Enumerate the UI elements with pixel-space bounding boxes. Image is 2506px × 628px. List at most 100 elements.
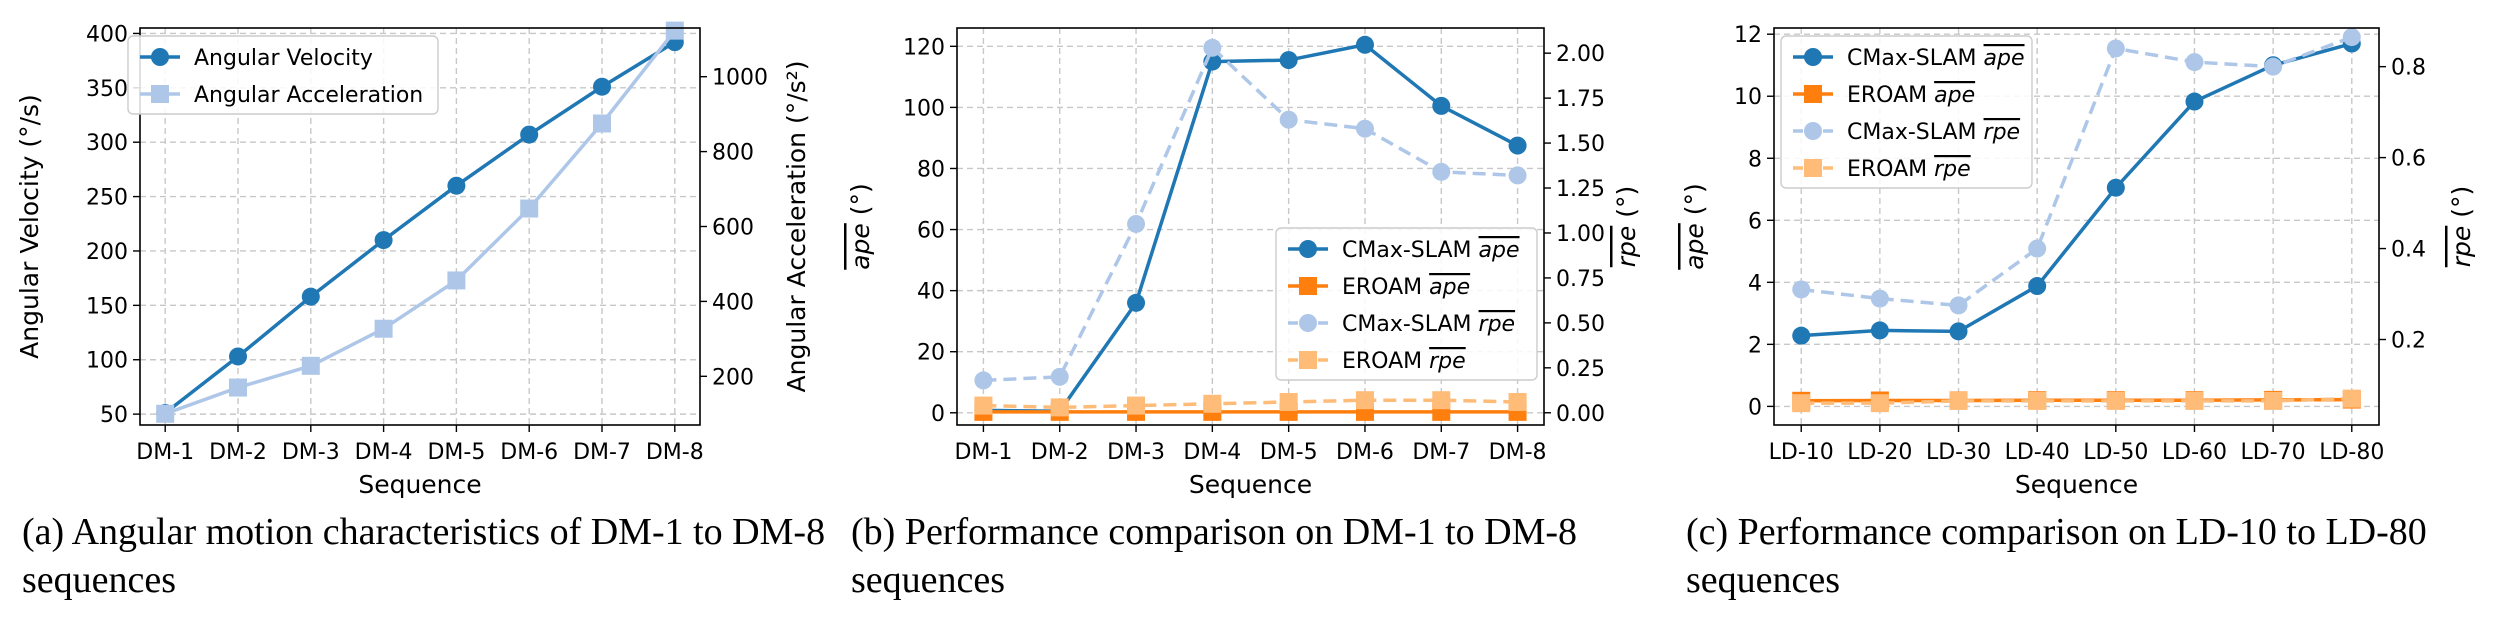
chart-b-dm-performance: DM-1 DM-2 DM-3 DM-4 DM-5 DM-6 DM-7 DM-8 Sequence… <box>846 27 1641 499</box>
y-left-tick-label: 8 <box>1748 147 1762 172</box>
y-left-tick-label: 100 <box>86 349 128 374</box>
data-point-cmax-slam-rpe <box>1432 162 1451 181</box>
legend-marker <box>1299 240 1317 258</box>
data-point-angular-velocity <box>229 347 247 366</box>
data-point-cmax-slam-rpe <box>2342 28 2361 47</box>
data-point-eroam-rpe <box>1127 396 1146 415</box>
plot-frame <box>956 27 1545 426</box>
panel-a: DM-1 DM-2 DM-3 DM-4 DM-5 DM-6 DM-7 DM-8 Sequence… <box>0 0 835 628</box>
y-left-tick-label: 12 <box>1734 23 1762 48</box>
data-point-cmax-slam-rpe <box>1203 38 1222 57</box>
x-tick-label: DM-1 <box>136 440 194 465</box>
y-right-tick-label: 1.00 <box>1556 222 1605 247</box>
y-left-tick-label: 50 <box>100 403 128 428</box>
y-left-tick-label: 250 <box>86 186 128 211</box>
data-point-cmax-slam-rpe <box>1949 296 1968 315</box>
data-point-angular-velocity <box>301 287 320 306</box>
x-tick-label: DM-7 <box>1412 440 1470 465</box>
data-point-cmax-slam-ape <box>1870 321 1889 340</box>
data-point-eroam-rpe <box>2028 391 2047 410</box>
legend-box <box>1780 35 2033 189</box>
legend-marker <box>1299 277 1317 295</box>
x-tick-label: LD-50 <box>2083 440 2148 465</box>
data-point-cmax-slam-rpe <box>2106 39 2125 58</box>
series-line-angular-velocity <box>164 40 676 415</box>
y-left-tick-label: 150 <box>86 294 128 319</box>
y-left-tick-label: 80 <box>917 157 945 182</box>
x-tick-label: LD-70 <box>2241 440 2306 465</box>
x-tick-label: DM-2 <box>209 440 267 465</box>
y-right-tick-label: 0.2 <box>2391 329 2426 354</box>
chart-a-angular-motion: DM-1 DM-2 DM-3 DM-4 DM-5 DM-6 DM-7 DM-8 Sequence… <box>15 21 811 499</box>
legend-label: CMax-SLAM ape <box>1342 238 1520 263</box>
x-tick-label: DM-6 <box>1336 440 1394 465</box>
x-tick-label: DM-8 <box>1489 440 1547 465</box>
y-right-tick-label: 1.25 <box>1556 177 1605 202</box>
y-right-tick-label: 200 <box>712 365 754 390</box>
legend-marker <box>1804 122 1822 140</box>
y-left-tick-label: 6 <box>1748 209 1762 234</box>
x-axis-label: Sequence <box>1189 470 1312 499</box>
y-right-tick-label: 0.25 <box>1556 357 1605 382</box>
y-left-axis-label: Angular Velocity (°/s) <box>15 94 44 359</box>
y-right-tick-label: 2.00 <box>1556 42 1605 67</box>
y-right-tick-label: 0.50 <box>1556 312 1605 337</box>
plot-frame <box>1773 27 2380 426</box>
legend-marker <box>1804 85 1822 103</box>
x-tick-label: DM-6 <box>500 440 558 465</box>
data-point-angular-acceleration <box>156 404 175 423</box>
data-point-eroam-rpe <box>1279 392 1298 411</box>
legend-marker <box>1299 314 1317 332</box>
series-group <box>1792 28 2361 413</box>
data-point-cmax-slam-rpe <box>2264 57 2283 76</box>
x-tick-label: DM-4 <box>1183 440 1241 465</box>
data-point-cmax-slam-ape <box>1792 326 1811 345</box>
data-point-eroam-rpe <box>2264 391 2283 410</box>
data-point-cmax-slam-rpe <box>1050 367 1069 386</box>
y-left-ticks: 50 100 150 200 250 300 350 400 <box>86 22 140 428</box>
y-right-tick-label: 0.75 <box>1556 267 1605 292</box>
data-point-eroam-rpe <box>1050 398 1069 417</box>
x-tick-label: DM-8 <box>646 440 704 465</box>
y-left-tick-label: 120 <box>903 35 945 60</box>
legend-label: CMax-SLAM ape <box>1847 46 2025 71</box>
y-left-tick-label: 60 <box>917 219 945 244</box>
y-right-tick-label: 600 <box>712 216 754 241</box>
data-point-eroam-rpe <box>2185 391 2204 410</box>
data-point-angular-acceleration <box>665 21 684 40</box>
data-point-cmax-slam-rpe <box>2185 53 2204 72</box>
y-right-tick-label: 0.8 <box>2391 56 2426 81</box>
y-right-tick-label: 1.50 <box>1556 132 1605 157</box>
y-left-tick-label: 0 <box>1748 395 1762 420</box>
y-left-tick-label: 0 <box>931 402 945 427</box>
y-right-ticks: 200 400 600 800 1000 <box>700 66 768 390</box>
legend-box <box>127 35 439 115</box>
x-axis-ticks: LD-10 LD-20 LD-30 LD-40 LD-50 LD-60 LD-70 LD-80 <box>1769 425 2384 465</box>
y-right-ticks: 0.2 0.4 0.6 0.8 <box>2379 56 2426 354</box>
x-tick-label: DM-2 <box>1031 440 1089 465</box>
data-point-eroam-rpe <box>1870 394 1889 413</box>
data-point-cmax-slam-ape <box>1432 96 1451 115</box>
x-tick-label: LD-30 <box>1926 440 1991 465</box>
data-point-cmax-slam-ape <box>1508 136 1527 155</box>
legend-label: EROAM rpe <box>1847 157 1971 182</box>
legend-label: EROAM rpe <box>1342 349 1466 374</box>
data-point-eroam-rpe <box>974 396 993 415</box>
y-right-tick-label: 1.75 <box>1556 87 1605 112</box>
data-point-cmax-slam-rpe <box>2028 239 2047 258</box>
data-point-cmax-slam-ape <box>1949 322 1968 341</box>
x-tick-label: DM-5 <box>427 440 485 465</box>
legend-label: CMax-SLAM rpe <box>1847 120 2020 145</box>
x-axis-label: Sequence <box>358 470 481 499</box>
y-left-tick-label: 400 <box>86 22 128 47</box>
data-point-angular-acceleration <box>301 356 320 375</box>
data-point-angular-acceleration <box>593 114 611 133</box>
y-right-axis-label: Angular Acceleration (°/s²) <box>782 61 811 393</box>
y-left-tick-label: 100 <box>903 96 945 121</box>
series-line-cmax-slam-rpe <box>1801 35 2353 308</box>
y-right-tick-label: 1000 <box>712 66 768 91</box>
series-line-eroam-rpe <box>1801 396 2352 405</box>
caption-a: (a) Angular motion characteristics of DM… <box>22 511 826 601</box>
data-point-cmax-slam-rpe <box>1792 280 1811 299</box>
data-point-angular-acceleration <box>374 319 393 338</box>
